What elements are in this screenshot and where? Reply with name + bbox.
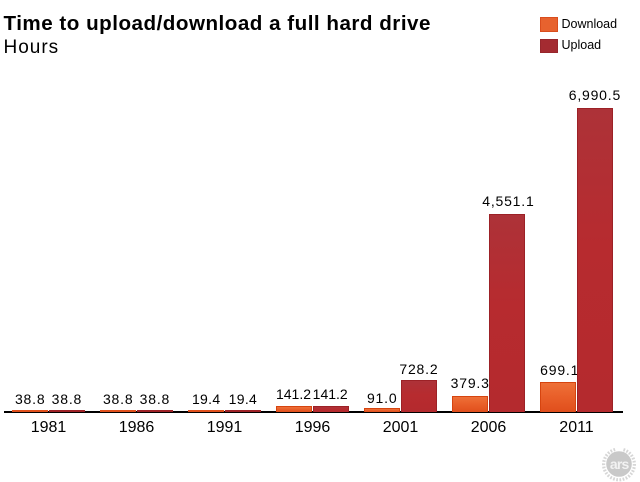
svg-text:ars: ars [610, 456, 630, 472]
